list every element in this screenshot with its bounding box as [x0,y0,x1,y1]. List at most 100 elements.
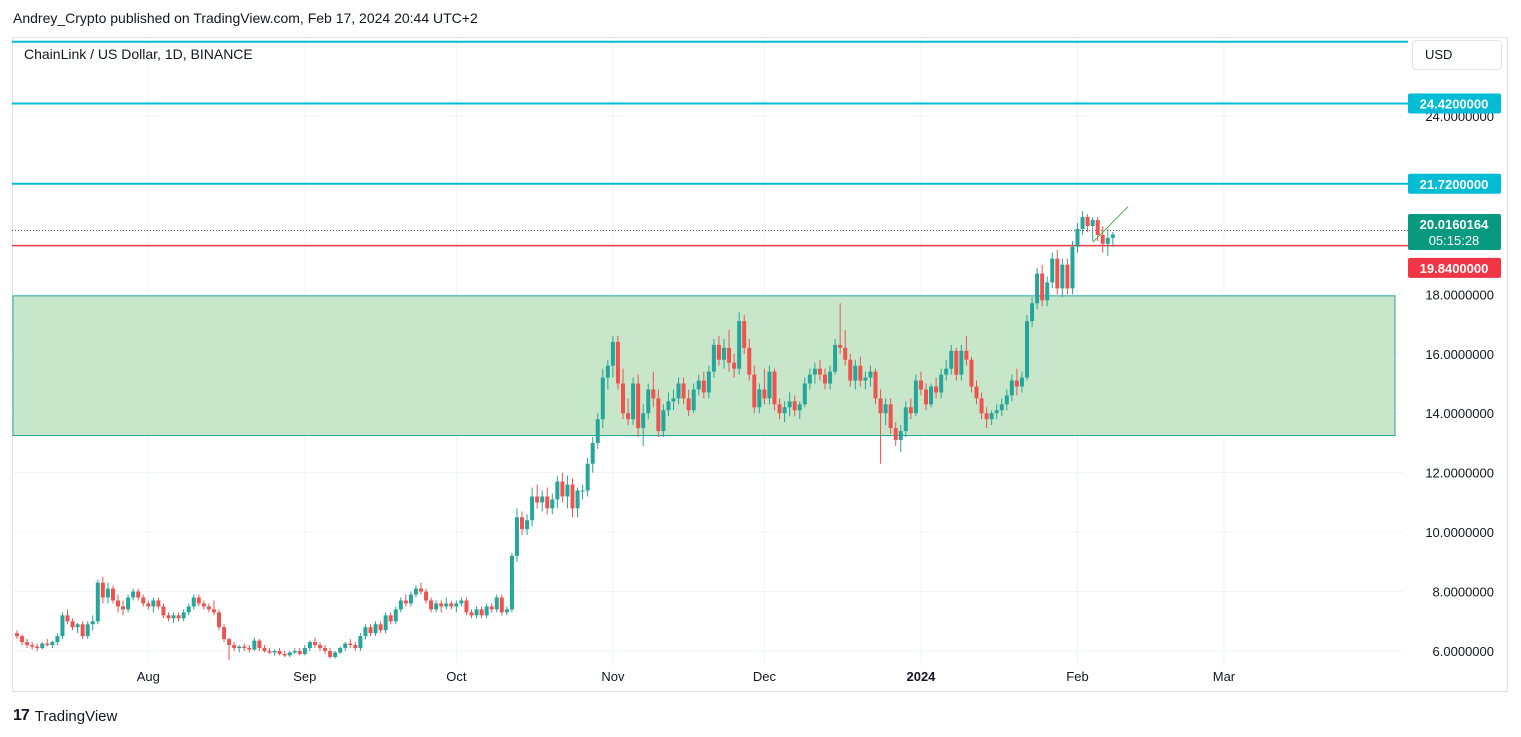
candle-body [176,615,181,619]
candle-body [646,389,651,414]
candle-body [823,374,827,384]
candle-body [110,588,115,601]
candle-body [686,398,691,411]
candle-body [80,624,85,637]
candle-body [85,624,90,637]
candle-body [121,606,126,610]
current-price-badge-bg [1408,214,1501,251]
candle-body [1065,264,1070,289]
candle-body [777,404,782,414]
candle-body [105,588,110,598]
candle-body [424,591,429,601]
publisher-header: Andrey_Crypto published on TradingView.c… [13,10,478,26]
candle-body [444,603,449,607]
candle-body [312,642,317,646]
candle-body [373,624,378,634]
candle-body [514,517,519,556]
candle-body [186,606,191,613]
candle-body [888,404,893,429]
candle-body [1045,282,1050,301]
candle-body [65,615,70,622]
candle-body [227,639,232,646]
candle-body [217,612,221,628]
candle-body [282,653,287,656]
candle-body [116,600,120,607]
candle-body [631,383,636,420]
candle-body [393,609,398,622]
candle-body [903,407,908,432]
candle-body [913,380,918,414]
candle-body [666,401,671,411]
candle-body [1070,246,1075,289]
candle-body [383,615,388,631]
candle-body [131,591,136,598]
candle-body [838,344,843,348]
candle-body [535,496,540,503]
candle-body [924,389,928,405]
candle-body [858,365,863,381]
previous-close-badge-bg [1408,257,1501,278]
candle-body [1030,303,1035,322]
candle-body [489,606,494,610]
candle-body [676,383,681,399]
x-axis-tick-label: Feb [1066,669,1088,684]
candle-body [353,645,358,649]
candle-body [434,603,439,610]
footer-branding: 17 TradingView [13,707,117,725]
candle-body [161,606,166,616]
candle-body [272,651,277,653]
candle-body [656,398,661,432]
candle-body [1025,321,1029,378]
candle-body [974,386,979,399]
candle-body [636,383,641,429]
candle-body [560,481,565,497]
y-axis-tick-label: 8.0000000 [1433,585,1494,600]
candle-body [979,398,984,414]
candle-body [479,609,484,616]
candle-body [727,347,732,363]
symbol-title: ChainLink / US Dollar, 1D, BINANCE [24,46,253,62]
candle-body [696,380,701,390]
candle-body [802,383,807,405]
candle-body [403,600,408,604]
candle-body [100,582,105,598]
candle-body [929,386,934,405]
currency-button[interactable]: USD [1412,40,1502,70]
candle-body [873,371,878,399]
trend-line [1092,206,1129,243]
candle-body [302,648,307,654]
candle-body [828,371,833,384]
candle-body [747,347,752,375]
candle-body [520,517,524,530]
candle-body [146,603,151,607]
candle-body [540,496,545,503]
footer-brand-text[interactable]: TradingView [34,707,118,725]
candle-body [247,648,252,650]
candle-body [474,609,479,616]
candle-body [621,383,625,414]
candle-body [752,374,757,408]
candle-body [222,627,227,640]
candle-body [1050,258,1055,283]
candle-body [732,362,737,369]
candle-body [691,389,696,411]
candle-body [833,344,838,372]
candle-body [989,413,994,420]
x-axis-tick-label: 2024 [906,669,936,684]
candle-body [1110,234,1115,238]
candle-body [807,374,812,384]
candle-body [999,404,1004,411]
candle-body [156,600,161,607]
demand-zone-rectangle [12,295,1396,437]
candle-body [843,347,848,360]
candle-body [757,389,762,408]
candle-body [817,368,822,375]
candle-body [277,651,282,654]
candle-body [615,341,620,384]
candle-body [206,606,211,610]
candle-body [585,463,590,491]
previous-close-badge: 19.8400000 [1420,261,1489,276]
candle-body [469,612,474,616]
candle-body [297,651,302,654]
